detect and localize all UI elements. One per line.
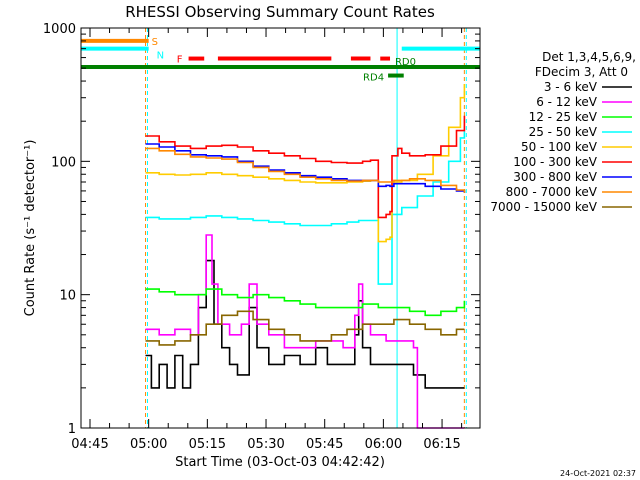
flag-label-f: F — [177, 55, 183, 66]
y-axis-label: Count Rate (s⁻¹ detector⁻¹) — [23, 140, 38, 317]
legend-label-3-6-kev: 3 - 6 keV — [544, 80, 598, 94]
x-tick-label-05-45: 05:45 — [306, 437, 343, 452]
legend-label-800-7000-kev: 800 - 7000 keV — [506, 185, 598, 199]
legend-header-line-2: FDecim 3, Att 0 — [535, 65, 628, 79]
series-3-6-kev — [145, 259, 465, 389]
x-tick-label-06-15: 06:15 — [423, 437, 460, 452]
series-800-7000-kev — [145, 147, 466, 193]
x-tick-label-05-15: 05:15 — [189, 437, 226, 452]
plot-frame — [80, 27, 481, 429]
series-50-100-kev — [145, 84, 466, 243]
x-tick-label-04-45: 04:45 — [71, 437, 108, 452]
legend-label-25-50-kev: 25 - 50 keV — [529, 125, 598, 139]
series-12-25-kev — [145, 288, 466, 317]
series-7000-15000-kev — [145, 310, 465, 346]
x-tick-label-05-30: 05:30 — [247, 437, 284, 452]
x-axis-label: Start Time (03-Oct-03 04:42:42) — [175, 455, 385, 470]
flag-label-rd0: RD0 — [395, 57, 416, 68]
x-tick-label-05-00: 05:00 — [130, 437, 167, 452]
series-6-12-kev — [145, 234, 465, 429]
flag-label-s: S — [152, 37, 158, 48]
axes-layer: 1 10 100 1000 04:45 05:00 05:15 05:30 05:45 06:00… — [43, 22, 480, 452]
y-tick-label-100: 100 — [51, 155, 76, 170]
flag-label-rd4: RD4 — [363, 73, 384, 84]
data-layer — [145, 28, 467, 429]
legend: Det 1,3,4,5,6,9, FDecim 3, Att 0 3 - 6 k… — [490, 50, 636, 214]
y-tick-label-1: 1 — [68, 422, 76, 437]
y-tick-label-10: 10 — [59, 289, 76, 304]
series-25-50-kev — [145, 130, 466, 285]
series-100-300-kev — [145, 115, 466, 219]
legend-label-100-300-kev: 100 - 300 keV — [513, 155, 597, 169]
legend-label-12-25-kev: 12 - 25 keV — [529, 110, 598, 124]
flags-layer: SN F RD0 RD4 — [81, 37, 480, 84]
legend-label-6-12-kev: 6 - 12 keV — [536, 95, 598, 109]
flag-label-n: N — [157, 51, 164, 62]
x-tick-label-06-00: 06:00 — [365, 437, 402, 452]
footer-timestamp: 24-Oct-2021 02:37 — [560, 469, 636, 478]
chart-title: RHESSI Observing Summary Count Rates — [125, 3, 435, 21]
legend-label-7000-15000-kev: 7000 - 15000 keV — [490, 200, 597, 214]
legend-label-50-100-kev: 50 - 100 keV — [521, 140, 598, 154]
legend-label-300-800-kev: 300 - 800 keV — [513, 170, 597, 184]
series-300-800-kev — [145, 143, 466, 193]
y-tick-label-1000: 1000 — [43, 22, 76, 37]
legend-header-line-1: Det 1,3,4,5,6,9, — [542, 50, 636, 64]
